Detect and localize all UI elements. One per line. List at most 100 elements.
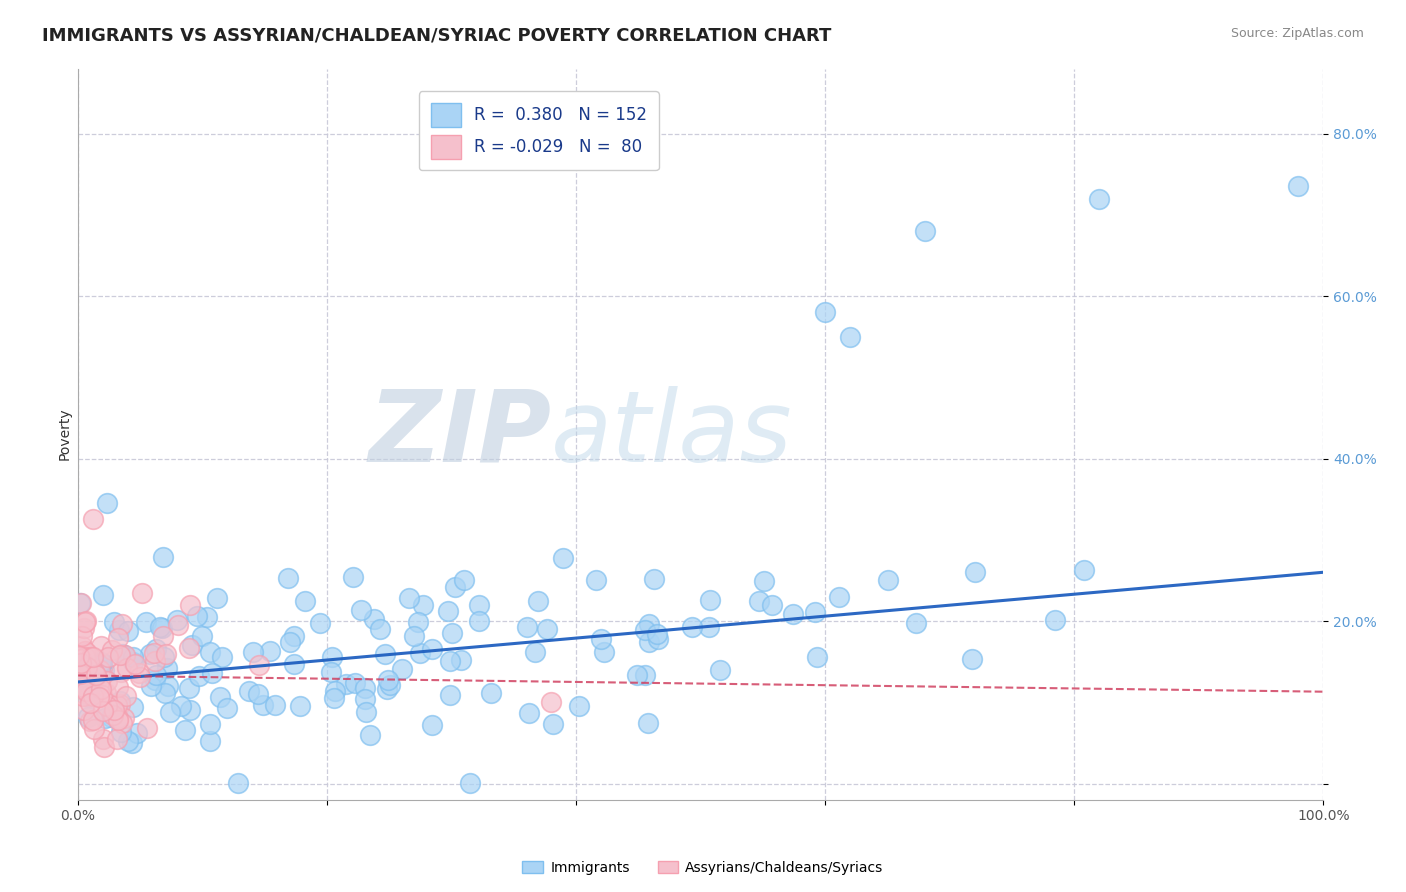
- Point: [72, 689, 94, 703]
- Point: [96, 698, 118, 713]
- Point: [283, 657, 305, 672]
- Point: [200, 645, 222, 659]
- Point: [197, 610, 219, 624]
- Point: [129, 670, 152, 684]
- Point: [752, 574, 775, 588]
- Point: [157, 679, 180, 693]
- Point: [75, 644, 97, 658]
- Point: [803, 605, 825, 619]
- Point: [111, 716, 134, 731]
- Point: [89, 688, 111, 702]
- Point: [73, 646, 96, 660]
- Point: [259, 644, 281, 658]
- Legend: R =  0.380   N = 152, R = -0.029   N =  80: R = 0.380 N = 152, R = -0.029 N = 80: [419, 92, 658, 170]
- Point: [89, 677, 111, 691]
- Point: [91, 657, 114, 671]
- Point: [112, 648, 135, 662]
- Point: [645, 626, 668, 640]
- Point: [335, 676, 357, 690]
- Point: [110, 725, 132, 739]
- Point: [83, 723, 105, 737]
- Point: [76, 655, 98, 669]
- Point: [839, 329, 862, 343]
- Point: [354, 705, 377, 719]
- Point: [75, 614, 97, 628]
- Point: [77, 688, 100, 702]
- Point: [117, 624, 139, 638]
- Point: [139, 648, 162, 662]
- Point: [527, 594, 550, 608]
- Point: [115, 690, 138, 704]
- Point: [107, 680, 129, 694]
- Point: [112, 711, 135, 725]
- Point: [806, 650, 828, 665]
- Point: [79, 696, 101, 710]
- Point: [93, 739, 115, 754]
- Point: [439, 688, 461, 702]
- Point: [145, 668, 167, 682]
- Point: [309, 616, 332, 631]
- Point: [211, 650, 233, 665]
- Point: [277, 571, 299, 585]
- Point: [828, 591, 851, 605]
- Point: [100, 643, 122, 657]
- Point: [177, 681, 200, 696]
- Point: [108, 694, 131, 708]
- Point: [591, 632, 613, 646]
- Point: [155, 647, 177, 661]
- Point: [391, 662, 413, 676]
- Point: [73, 650, 96, 665]
- Point: [75, 658, 97, 673]
- Legend: Immigrants, Assyrians/Chaldeans/Syriacs: Immigrants, Assyrians/Chaldeans/Syriacs: [517, 855, 889, 880]
- Point: [278, 634, 301, 648]
- Point: [516, 620, 538, 634]
- Point: [374, 647, 396, 661]
- Point: [637, 716, 659, 731]
- Point: [540, 695, 562, 709]
- Point: [111, 616, 134, 631]
- Point: [152, 629, 174, 643]
- Point: [103, 708, 125, 723]
- Point: [107, 710, 129, 724]
- Point: [90, 681, 112, 696]
- Point: [69, 652, 91, 666]
- Point: [105, 698, 128, 713]
- Point: [468, 599, 491, 613]
- Point: [72, 680, 94, 694]
- Point: [228, 775, 250, 789]
- Point: [114, 648, 136, 662]
- Point: [761, 598, 783, 612]
- Point: [150, 621, 173, 635]
- Point: [1045, 613, 1067, 627]
- Point: [647, 632, 669, 646]
- Point: [350, 602, 373, 616]
- Point: [97, 649, 120, 664]
- Point: [709, 664, 731, 678]
- Point: [247, 687, 270, 701]
- Point: [422, 641, 444, 656]
- Point: [91, 688, 114, 702]
- Point: [69, 666, 91, 681]
- Point: [93, 711, 115, 725]
- Point: [69, 597, 91, 611]
- Point: [73, 615, 96, 630]
- Point: [70, 596, 93, 610]
- Text: atlas: atlas: [551, 385, 793, 483]
- Point: [354, 681, 377, 696]
- Point: [238, 684, 260, 698]
- Point: [143, 646, 166, 660]
- Point: [145, 641, 167, 656]
- Point: [166, 613, 188, 627]
- Point: [378, 678, 401, 692]
- Point: [323, 684, 346, 698]
- Point: [363, 612, 385, 626]
- Point: [283, 629, 305, 643]
- Point: [593, 645, 616, 659]
- Point: [169, 698, 191, 713]
- Point: [67, 648, 90, 663]
- Y-axis label: Poverty: Poverty: [58, 408, 72, 460]
- Point: [188, 669, 211, 683]
- Point: [84, 675, 107, 690]
- Point: [70, 657, 93, 671]
- Point: [626, 668, 648, 682]
